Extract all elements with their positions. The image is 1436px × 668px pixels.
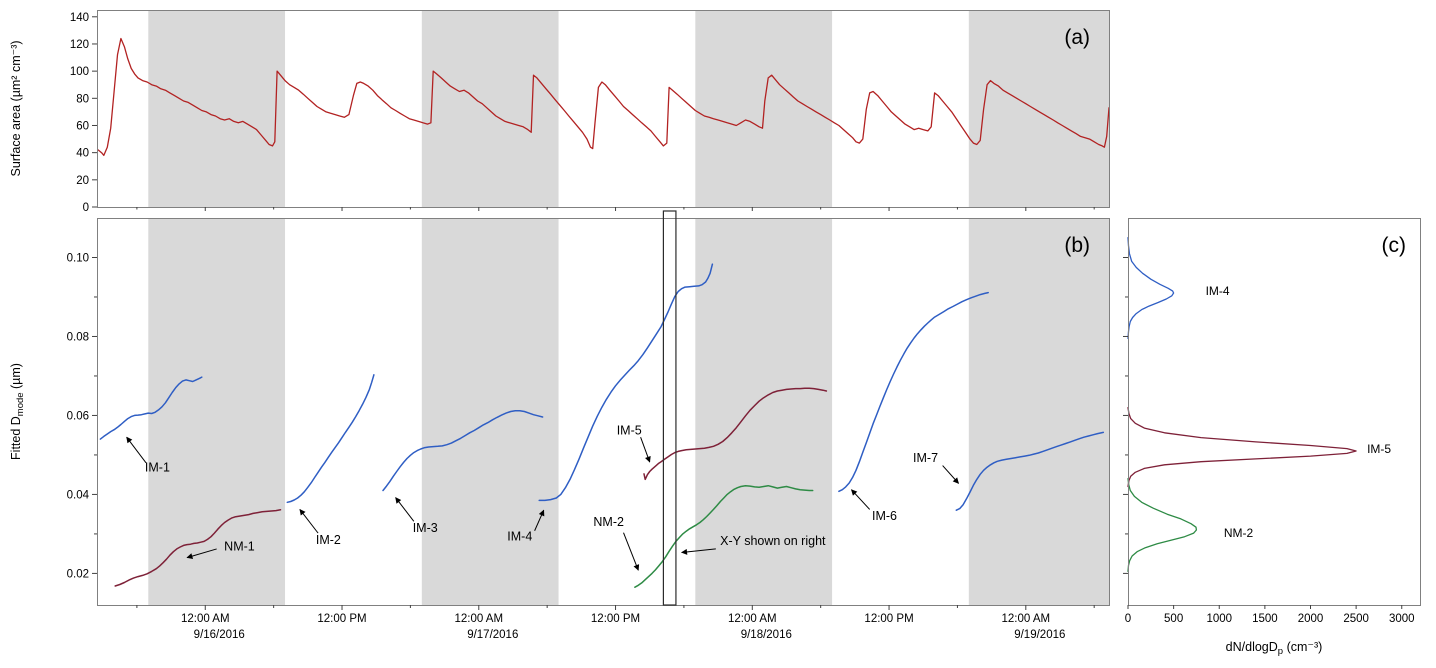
highlight-box xyxy=(662,210,677,606)
annotation-arrow xyxy=(623,532,640,571)
annotation-arrow xyxy=(534,509,545,531)
x-tick-label: 1500 xyxy=(1252,613,1278,625)
night-bands xyxy=(148,218,1109,605)
y-tick-label: 40 xyxy=(76,148,89,160)
series-NM-1 xyxy=(114,509,282,587)
dist-IM-4 xyxy=(1127,237,1175,340)
series-IM-5 xyxy=(643,387,828,481)
time-tick-label: 12:00 PM xyxy=(591,613,640,625)
x-tick-label: 1000 xyxy=(1206,613,1232,625)
night-band xyxy=(695,218,833,605)
y-tick-label: 80 xyxy=(76,93,89,105)
date-label: 9/16/2016 xyxy=(194,629,245,641)
panel-a-frame xyxy=(97,10,1110,208)
series-IM-1 xyxy=(99,376,203,440)
night-band xyxy=(421,10,559,207)
annotation-label: X-Y shown on right xyxy=(720,534,826,548)
annotation-arrow xyxy=(942,465,959,484)
annotation-label: IM-7 xyxy=(913,451,938,465)
y-tick-label: 0.04 xyxy=(67,489,90,501)
panel-b: 0.02 0.04 0.06 0.08 0.10 12:00 AM 9/16/2016 12:… xyxy=(9,210,1110,641)
x-tick-label: 500 xyxy=(1164,613,1183,625)
y-tick-label: 120 xyxy=(70,39,89,51)
night-band xyxy=(148,10,286,207)
series-IM-3 xyxy=(382,409,544,492)
y-tick-label: 60 xyxy=(76,120,89,132)
night-band xyxy=(968,218,1109,605)
annotation-arrow xyxy=(186,548,217,559)
panel-b-letter: (b) xyxy=(1064,234,1090,257)
y-tick-label: 100 xyxy=(70,66,89,78)
night-band xyxy=(421,218,559,605)
annotation-label: IM-4 xyxy=(507,530,532,544)
annotation-label: NM-1 xyxy=(224,540,255,554)
date-label: 9/18/2016 xyxy=(741,629,792,641)
night-band xyxy=(968,10,1109,207)
annotation-arrow xyxy=(681,548,716,555)
dist-label-NM-2: NM-2 xyxy=(1224,526,1254,540)
panel-a: 0 20 40 60 80 100 120 140 Surface area (µm² cm⁻³… xyxy=(9,10,1110,214)
date-label: 9/17/2016 xyxy=(467,629,518,641)
annotation-arrow xyxy=(395,497,415,522)
y-tick-label: 140 xyxy=(70,12,89,24)
x-tick-label: 2000 xyxy=(1298,613,1324,625)
annotation-arrow xyxy=(640,436,651,463)
y-tick-label: 0 xyxy=(83,202,89,214)
dist-label-IM-5: IM-5 xyxy=(1367,442,1391,456)
time-tick-label: 12:00 PM xyxy=(317,613,366,625)
dist-IM-5 xyxy=(1127,406,1357,488)
y-tick-label: 20 xyxy=(76,175,89,187)
series-IM-4 xyxy=(538,263,714,502)
night-band xyxy=(148,218,286,605)
panel-a-letter: (a) xyxy=(1064,26,1090,49)
annotation-label: IM-3 xyxy=(413,521,438,535)
panel-c-xlabel: dN/dlogDp (cm⁻³) xyxy=(1226,640,1323,657)
series-NM-2 xyxy=(634,484,814,588)
panel-b-frame xyxy=(97,218,1110,606)
time-tick-label: 12:00 AM xyxy=(1002,613,1051,625)
y-tick-label: 0.08 xyxy=(67,331,89,343)
series-IM-6 xyxy=(838,291,989,493)
annotations: IM-1 NM-1 IM-2 IM-3 IM-4 IM-5 NM-2 X-Y shown on… xyxy=(126,423,959,571)
annotation-label: IM-6 xyxy=(872,509,897,523)
x-tick-label: 3000 xyxy=(1389,613,1415,625)
annotation-arrow xyxy=(126,436,147,464)
y-tick-label: 0.06 xyxy=(67,410,89,422)
panel-c-frame xyxy=(1128,218,1421,606)
panel-c: 0 500 1000 1500 2000 2500 3000 IM-4 IM-5 NM-2 dN/d… xyxy=(1123,218,1421,657)
annotation-label: NM-2 xyxy=(593,515,624,529)
time-tick-label: 12:00 AM xyxy=(181,613,230,625)
annotation-arrow xyxy=(851,489,871,510)
night-bands xyxy=(148,10,1109,207)
time-tick-label: 12:00 AM xyxy=(454,613,503,625)
annotation-label: IM-2 xyxy=(316,533,341,547)
x-tick-label: 0 xyxy=(1125,613,1131,625)
date-label: 9/19/2016 xyxy=(1014,629,1065,641)
dist-label-IM-4: IM-4 xyxy=(1206,284,1230,298)
x-tick-label: 2500 xyxy=(1343,613,1369,625)
annotation-arrow xyxy=(299,508,319,534)
y-tick-label: 0.10 xyxy=(67,252,89,264)
panel-c-letter: (c) xyxy=(1382,234,1407,257)
panel-a-ylabel: Surface area (µm² cm⁻³) xyxy=(9,40,23,176)
time-tick-label: 12:00 PM xyxy=(864,613,913,625)
annotation-label: IM-5 xyxy=(617,423,642,437)
series-IM-2 xyxy=(286,374,375,504)
dist-NM-2 xyxy=(1127,477,1198,573)
y-tick-label: 0.02 xyxy=(67,568,89,580)
series-surface-area xyxy=(97,37,1110,157)
panel-b-ylabel: Fitted Dmode (µm) xyxy=(9,363,26,460)
annotation-label: IM-1 xyxy=(145,461,170,475)
series-IM-7 xyxy=(955,431,1105,511)
time-tick-label: 12:00 AM xyxy=(728,613,777,625)
